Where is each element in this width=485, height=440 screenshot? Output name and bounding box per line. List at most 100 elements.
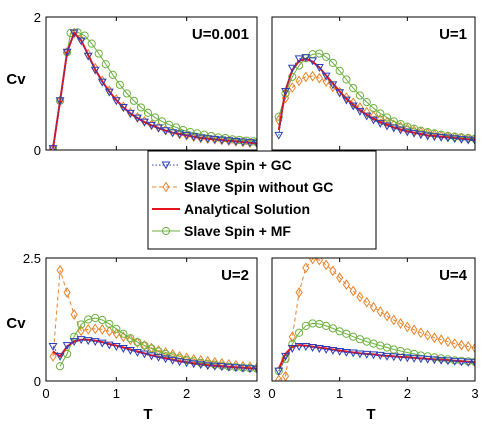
series-line-gc (52, 339, 257, 370)
axes-frame (271, 16, 476, 151)
legend-marker-gc (161, 161, 171, 170)
marker-mf (315, 49, 324, 58)
marker-nogc (349, 97, 357, 109)
marker-gc (245, 365, 255, 374)
marker-gc (429, 133, 439, 142)
marker-nogc (464, 341, 472, 352)
marker-gc (396, 353, 406, 362)
ylabel-bottom: Cv (6, 315, 26, 332)
marker-gc (294, 343, 304, 351)
marker-mf (362, 98, 371, 107)
marker-nogc (376, 306, 384, 318)
marker-gc (48, 343, 58, 351)
marker-gc (443, 357, 453, 366)
marker-gc (182, 131, 192, 140)
marker-gc (111, 97, 121, 106)
marker-gc (362, 350, 372, 359)
marker-gc (55, 97, 65, 106)
marker-gc (118, 103, 128, 112)
marker-gc (161, 355, 171, 364)
legend-label-gc: Slave Spin + GC (184, 157, 292, 173)
marker-gc (423, 355, 433, 364)
marker-nogc (349, 285, 357, 297)
marker-gc (238, 138, 248, 147)
y-tick-label: 0 (34, 143, 41, 158)
y-tick-label: 0 (34, 374, 41, 389)
marker-gc (83, 52, 93, 61)
marker-mf (382, 113, 392, 122)
marker-gc (341, 348, 351, 357)
marker-gc (196, 134, 206, 143)
panel-label: U=1 (439, 26, 467, 43)
marker-nogc (204, 133, 212, 145)
marker-gc (396, 126, 406, 135)
marker-gc (328, 81, 338, 90)
panels-group: 0 2 U=0.001 U=1 0 2.5 0 1 2 3 U=2 0 1 2 3 U=4 (23, 10, 479, 401)
marker-nogc (356, 291, 364, 303)
marker-gc (409, 354, 419, 363)
marker-gc (287, 64, 297, 73)
marker-mf (105, 319, 114, 329)
marker-mf (101, 60, 110, 69)
marker-gc (443, 134, 453, 143)
marker-gc (362, 112, 372, 121)
marker-gc (463, 136, 473, 145)
marker-mf (249, 137, 257, 146)
marker-nogc (342, 279, 351, 290)
xlabel-left: T (143, 406, 152, 423)
marker-mf (154, 347, 163, 356)
marker-mf (55, 362, 65, 371)
series-group (274, 49, 475, 146)
marker-gc (69, 29, 79, 38)
marker-gc (382, 122, 392, 131)
marker-gc (217, 136, 227, 145)
legend-label-analytical: Analytical Solution (184, 201, 310, 217)
marker-nogc (451, 338, 459, 350)
axes-frame (45, 257, 258, 382)
marker-nogc (308, 258, 317, 265)
marker-mf (274, 112, 283, 121)
marker-nogc (183, 129, 191, 141)
marker-mf (87, 39, 96, 48)
marker-mf (328, 324, 337, 333)
x-tick-label: 0 (42, 386, 49, 401)
legend-box (147, 150, 377, 250)
marker-gc (48, 145, 58, 150)
marker-nogc (336, 272, 344, 284)
legend-marker-mf (161, 226, 171, 236)
marker-nogc (288, 82, 296, 93)
marker-gc (416, 131, 426, 140)
x-tick-label: 2 (183, 386, 190, 401)
xlabel-right: T (366, 406, 375, 423)
marker-gc (125, 346, 135, 355)
marker-nogc (457, 339, 466, 351)
marker-gc (429, 356, 439, 365)
marker-gc (375, 119, 385, 128)
marker-gc (132, 114, 142, 123)
marker-gc (450, 135, 460, 144)
marker-gc (369, 351, 378, 360)
marker-gc (402, 128, 412, 137)
marker-mf (119, 329, 128, 338)
marker-gc (161, 127, 171, 136)
marker-gc (355, 350, 365, 359)
plot-area (272, 17, 475, 150)
marker-nogc (211, 356, 219, 368)
marker-nogc (315, 72, 323, 84)
marker-gc (175, 130, 185, 139)
axes-frame (45, 16, 258, 151)
marker-nogc (437, 334, 445, 346)
marker-nogc (91, 323, 99, 335)
axes-frame (271, 257, 476, 382)
marker-mf (342, 75, 351, 84)
panel-label: U=4 (439, 267, 468, 284)
marker-gc (154, 124, 163, 133)
marker-gc (62, 342, 72, 350)
marker-nogc (329, 265, 337, 277)
marker-gc (335, 347, 345, 356)
marker-gc (450, 357, 460, 366)
marker-nogc (396, 318, 405, 329)
marker-gc (245, 139, 255, 148)
marker-gc (348, 102, 358, 111)
marker-nogc (49, 143, 57, 150)
